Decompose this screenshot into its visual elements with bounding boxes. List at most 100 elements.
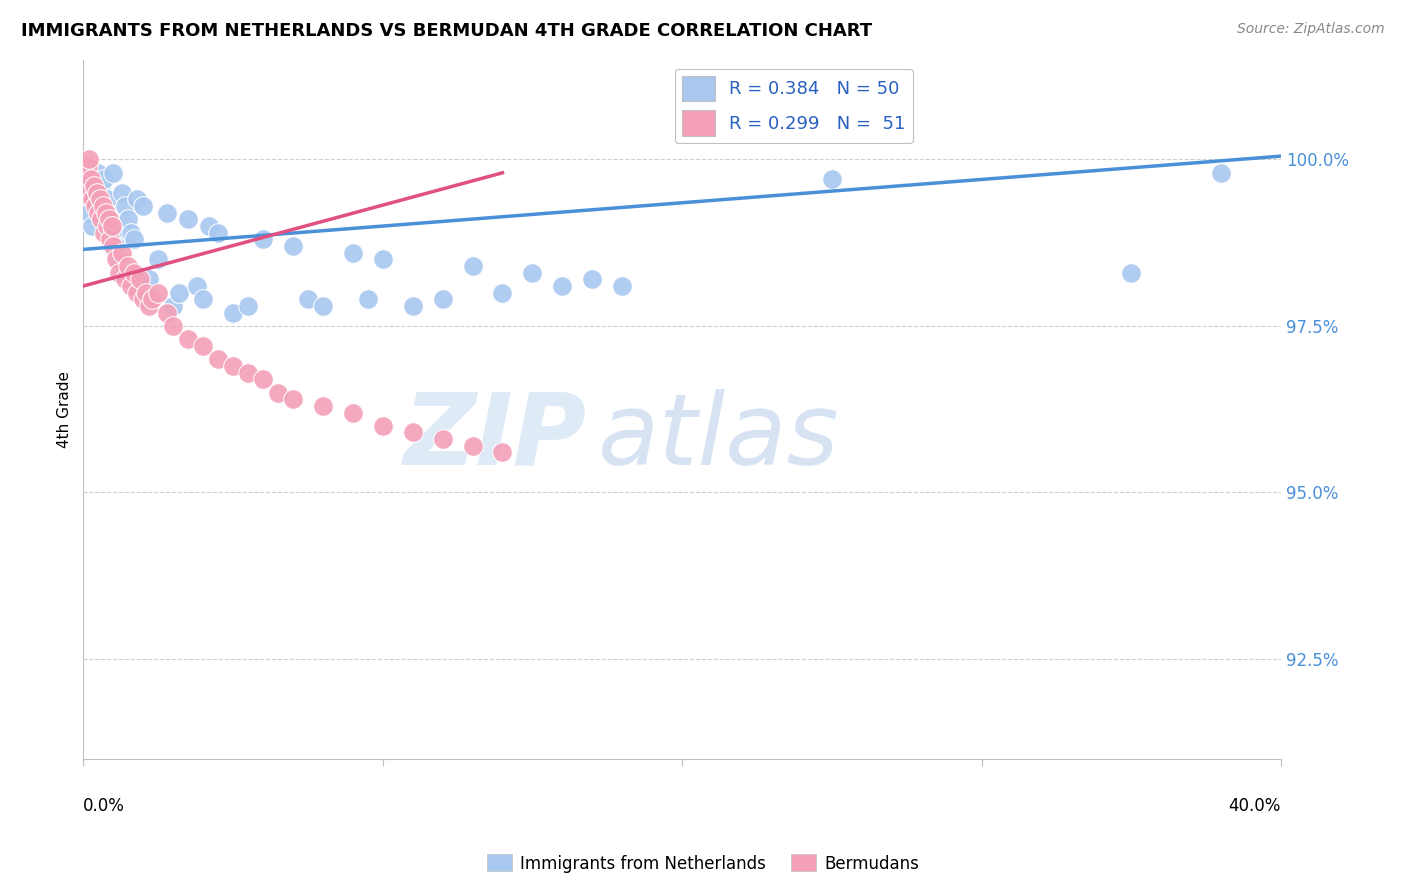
Point xyxy=(127,193,149,207)
Point xyxy=(162,318,184,333)
Point xyxy=(77,153,100,167)
Point xyxy=(97,212,120,227)
Point xyxy=(432,293,454,307)
Point xyxy=(252,372,274,386)
Point xyxy=(93,226,115,240)
Point xyxy=(581,272,603,286)
Point xyxy=(551,279,574,293)
Point xyxy=(135,285,157,300)
Point xyxy=(117,259,139,273)
Point xyxy=(177,332,200,346)
Point xyxy=(522,266,544,280)
Point xyxy=(1121,266,1143,280)
Point xyxy=(120,279,142,293)
Point xyxy=(122,232,145,246)
Point xyxy=(146,285,169,300)
Point xyxy=(98,232,121,246)
Point xyxy=(108,252,131,267)
Point xyxy=(86,186,108,200)
Point xyxy=(82,193,104,207)
Legend: Immigrants from Netherlands, Bermudans: Immigrants from Netherlands, Bermudans xyxy=(479,847,927,880)
Point xyxy=(105,239,128,253)
Point xyxy=(91,199,114,213)
Point xyxy=(357,293,380,307)
Text: 40.0%: 40.0% xyxy=(1229,797,1281,815)
Point xyxy=(186,279,208,293)
Point xyxy=(162,299,184,313)
Point xyxy=(111,245,134,260)
Point xyxy=(105,252,128,267)
Point xyxy=(371,252,394,267)
Point xyxy=(103,166,125,180)
Point xyxy=(103,226,125,240)
Point xyxy=(281,239,304,253)
Point xyxy=(156,305,179,319)
Point xyxy=(127,285,149,300)
Point xyxy=(93,172,115,186)
Point xyxy=(207,352,229,367)
Point xyxy=(491,285,513,300)
Legend: R = 0.384   N = 50, R = 0.299   N =  51: R = 0.384 N = 50, R = 0.299 N = 51 xyxy=(675,69,912,144)
Point xyxy=(371,418,394,433)
Point xyxy=(132,199,155,213)
Point xyxy=(98,212,121,227)
Point xyxy=(84,199,107,213)
Point xyxy=(461,259,484,273)
Point xyxy=(207,226,229,240)
Text: atlas: atlas xyxy=(599,389,839,485)
Point xyxy=(100,219,122,233)
Point xyxy=(84,186,107,200)
Point xyxy=(236,299,259,313)
Point xyxy=(114,199,136,213)
Point xyxy=(138,272,160,286)
Point xyxy=(461,439,484,453)
Point xyxy=(401,425,423,440)
Point xyxy=(821,172,844,186)
Point xyxy=(191,339,214,353)
Point xyxy=(77,206,100,220)
Point xyxy=(267,385,290,400)
Point xyxy=(80,172,103,186)
Point xyxy=(73,186,96,200)
Point xyxy=(114,272,136,286)
Point xyxy=(96,219,118,233)
Text: IMMIGRANTS FROM NETHERLANDS VS BERMUDAN 4TH GRADE CORRELATION CHART: IMMIGRANTS FROM NETHERLANDS VS BERMUDAN … xyxy=(21,22,872,40)
Point xyxy=(96,193,118,207)
Text: Source: ZipAtlas.com: Source: ZipAtlas.com xyxy=(1237,22,1385,37)
Point xyxy=(191,293,214,307)
Point xyxy=(129,272,152,286)
Point xyxy=(156,206,179,220)
Point xyxy=(167,285,190,300)
Point xyxy=(94,206,117,220)
Point xyxy=(146,252,169,267)
Point xyxy=(87,206,110,220)
Point xyxy=(198,219,221,233)
Text: ZIP: ZIP xyxy=(404,389,586,485)
Point xyxy=(612,279,634,293)
Point xyxy=(76,159,98,173)
Point xyxy=(132,293,155,307)
Point xyxy=(236,366,259,380)
Point xyxy=(177,212,200,227)
Point xyxy=(491,445,513,459)
Point xyxy=(90,179,112,194)
Point xyxy=(432,432,454,446)
Point xyxy=(82,219,104,233)
Point xyxy=(1209,166,1232,180)
Y-axis label: 4th Grade: 4th Grade xyxy=(58,371,72,448)
Point xyxy=(83,179,105,194)
Point xyxy=(281,392,304,407)
Point xyxy=(89,193,111,207)
Point xyxy=(342,405,364,419)
Point xyxy=(75,166,97,180)
Point xyxy=(312,299,335,313)
Point xyxy=(108,266,131,280)
Text: 0.0%: 0.0% xyxy=(83,797,125,815)
Point xyxy=(117,212,139,227)
Point xyxy=(87,199,110,213)
Point xyxy=(401,299,423,313)
Point xyxy=(103,239,125,253)
Point xyxy=(111,186,134,200)
Point xyxy=(222,359,245,373)
Point xyxy=(342,245,364,260)
